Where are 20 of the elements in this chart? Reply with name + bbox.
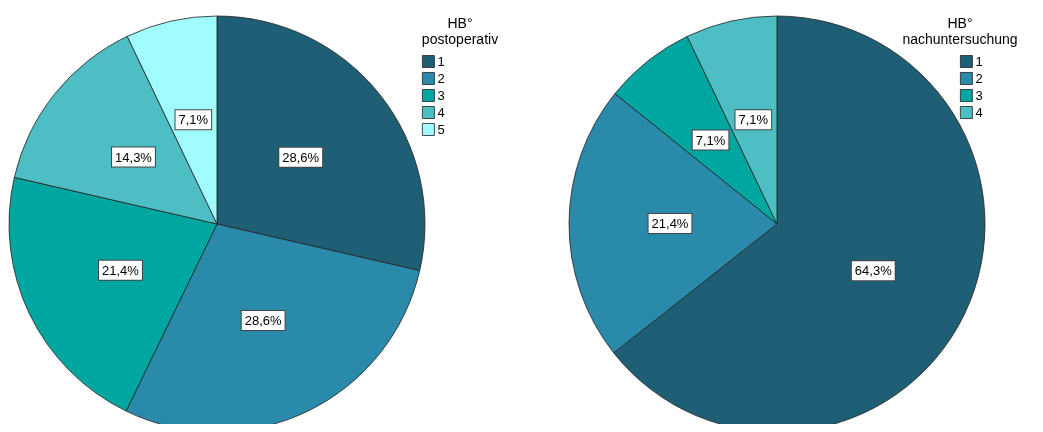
legend-title: HB° postoperativ (421, 15, 499, 47)
legend-label: 5 (437, 122, 445, 137)
data-label: 7,1% (738, 112, 769, 128)
legend-label: 2 (437, 71, 445, 86)
legend-label: 1 (437, 54, 445, 69)
legend-label: 1 (975, 54, 983, 69)
data-label: 64,3% (854, 263, 893, 279)
data-label: 14,3% (115, 149, 153, 165)
legend-label: 4 (975, 105, 983, 120)
legend-title: HB° nachuntersuchung (902, 15, 1018, 47)
legend-label: 4 (437, 105, 445, 120)
legend-label: 2 (975, 71, 983, 86)
data-label: 7,1% (178, 112, 209, 128)
legend-label: 3 (437, 88, 445, 103)
data-label: 21,4% (102, 262, 140, 278)
data-label: 21,4% (651, 216, 689, 231)
legend-label: 3 (975, 88, 983, 103)
data-label: 28,6% (244, 313, 283, 329)
data-label: 28,6% (282, 149, 320, 165)
data-label: 7,1% (695, 132, 726, 148)
